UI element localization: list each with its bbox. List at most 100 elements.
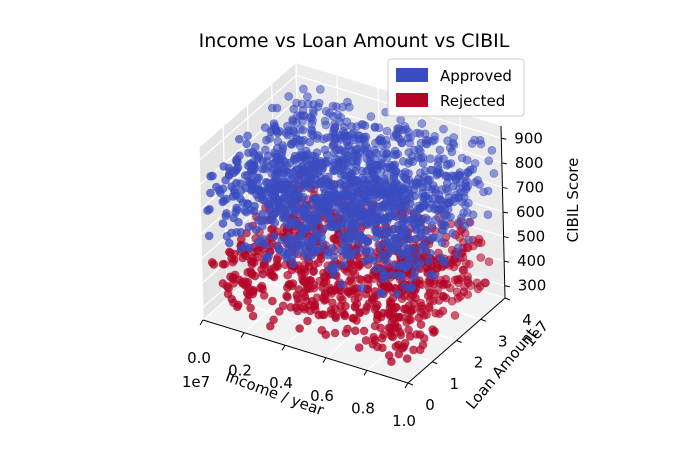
data-point-approved	[403, 159, 413, 168]
y-tick-label: 3	[498, 332, 508, 350]
data-point-approved	[415, 258, 425, 268]
data-point-approved	[453, 243, 463, 252]
data-point-approved	[354, 199, 364, 209]
data-point-approved	[384, 213, 394, 223]
data-point-rejected	[388, 332, 398, 342]
legend-swatch-approved	[396, 68, 428, 82]
data-point-approved	[269, 119, 279, 128]
data-point-approved	[453, 171, 462, 180]
data-point-approved	[344, 102, 354, 112]
data-point-approved	[379, 274, 388, 283]
data-point-approved	[206, 172, 215, 181]
data-point-approved	[448, 229, 457, 238]
data-point-rejected	[452, 287, 462, 297]
data-point-approved	[399, 238, 408, 248]
legend-label-approved: Approved	[440, 67, 512, 85]
data-point-approved	[318, 199, 328, 209]
grid-line-z-left	[198, 74, 297, 161]
data-point-rejected	[384, 323, 394, 333]
data-point-approved	[286, 235, 296, 245]
data-point-approved	[341, 214, 351, 223]
data-point-approved	[284, 243, 294, 252]
data-point-approved	[388, 270, 397, 280]
data-point-rejected	[246, 303, 255, 313]
data-point-approved	[263, 178, 272, 188]
data-point-approved	[346, 206, 356, 216]
data-point-approved	[297, 111, 307, 120]
data-point-rejected	[209, 260, 218, 269]
data-point-approved	[372, 227, 382, 237]
data-point-approved	[311, 175, 321, 184]
data-point-approved	[287, 199, 297, 208]
data-point-approved	[344, 167, 354, 177]
data-point-approved	[367, 208, 377, 218]
data-point-approved	[357, 283, 367, 293]
data-point-approved	[248, 147, 257, 157]
data-point-approved	[470, 159, 480, 168]
data-point-approved	[434, 204, 444, 214]
data-point-approved	[431, 215, 441, 224]
z-tick-label: 600	[516, 203, 545, 221]
data-point-approved	[206, 188, 215, 198]
data-point-approved	[389, 225, 399, 234]
x-tick-label: 0.0	[187, 349, 211, 367]
data-point-rejected	[318, 293, 328, 303]
data-point-approved	[238, 198, 248, 207]
data-point-approved	[242, 139, 251, 149]
data-point-approved	[405, 251, 414, 261]
data-point-approved	[326, 221, 336, 231]
data-point-approved	[231, 208, 240, 217]
data-point-approved	[382, 163, 392, 172]
data-point-rejected	[318, 310, 327, 320]
data-point-approved	[408, 244, 418, 253]
data-point-rejected	[295, 324, 304, 333]
data-point-approved	[392, 289, 402, 299]
data-point-rejected	[272, 260, 282, 269]
data-point-approved	[380, 233, 389, 242]
data-point-approved	[296, 176, 306, 185]
chart-title: Income vs Loan Amount vs CIBIL	[199, 30, 510, 52]
data-point-rejected	[354, 259, 363, 268]
data-point-rejected	[399, 342, 409, 352]
data-point-approved	[291, 248, 300, 257]
data-point-approved	[292, 98, 301, 108]
data-point-approved	[296, 240, 306, 250]
data-point-rejected	[403, 309, 413, 318]
data-point-approved	[253, 154, 263, 163]
data-point-approved	[372, 181, 381, 191]
z-tick-mark	[502, 186, 508, 189]
data-point-approved	[276, 182, 286, 191]
data-point-rejected	[395, 327, 405, 337]
data-point-approved	[305, 113, 315, 122]
data-point-approved	[248, 184, 257, 194]
data-point-rejected	[466, 281, 476, 290]
data-point-rejected	[430, 326, 439, 336]
data-point-approved	[243, 131, 252, 141]
data-point-approved	[437, 196, 446, 206]
data-point-approved	[405, 194, 415, 203]
data-point-approved	[319, 134, 328, 144]
data-point-rejected	[224, 283, 233, 293]
data-point-approved	[280, 191, 290, 201]
data-point-approved	[357, 166, 367, 176]
data-point-rejected	[237, 277, 247, 287]
data-point-rejected	[300, 304, 309, 314]
data-point-rejected	[243, 296, 252, 306]
data-point-approved	[337, 280, 346, 290]
data-point-rejected	[463, 290, 473, 299]
data-point-rejected	[425, 303, 434, 313]
data-point-approved	[261, 145, 270, 155]
data-point-rejected	[282, 291, 291, 301]
data-point-approved	[319, 184, 329, 194]
data-point-rejected	[484, 257, 494, 267]
data-point-approved	[339, 259, 349, 269]
z-tick-mark	[502, 211, 509, 214]
data-point-rejected	[476, 253, 486, 262]
data-point-approved	[322, 150, 332, 160]
data-point-approved	[328, 111, 338, 121]
data-point-rejected	[447, 296, 457, 306]
data-point-approved	[449, 133, 459, 142]
data-point-approved	[283, 130, 293, 140]
data-point-rejected	[345, 276, 354, 286]
